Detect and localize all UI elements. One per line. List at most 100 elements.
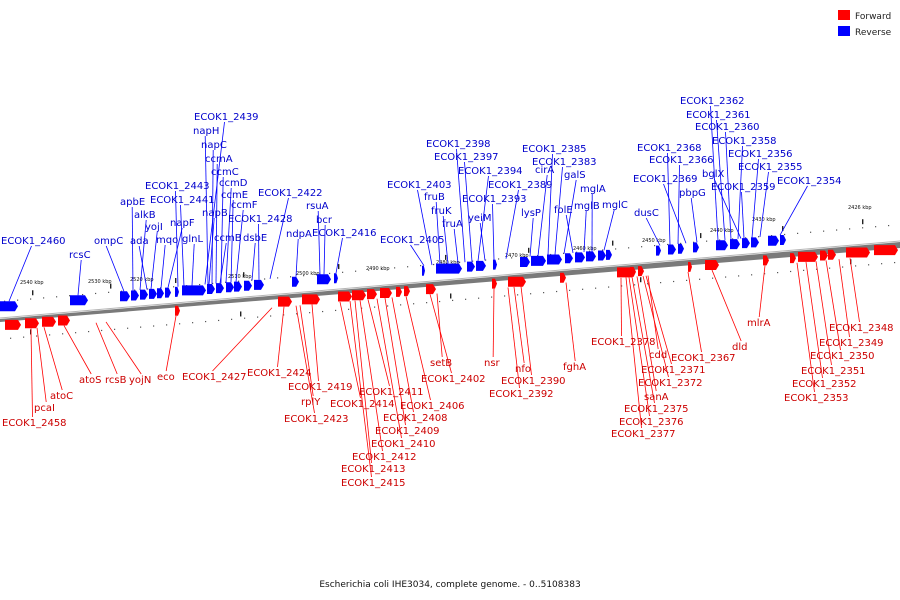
legend-reverse-swatch bbox=[838, 26, 850, 36]
forward-gene-label: nfo bbox=[515, 364, 531, 375]
scale-dot bbox=[504, 295, 506, 297]
scale-dot bbox=[615, 248, 617, 250]
forward-gene-arrow bbox=[820, 250, 828, 261]
reverse-leader-line bbox=[645, 217, 661, 246]
forward-gene-label: ECOK1_2377 bbox=[611, 429, 676, 440]
forward-leader-line bbox=[507, 287, 520, 389]
reverse-leader-line bbox=[317, 210, 321, 275]
forward-gene-arrow bbox=[763, 255, 769, 266]
scale-dot bbox=[829, 267, 831, 269]
reverse-gene-arrow bbox=[436, 263, 462, 274]
scale-dot bbox=[264, 278, 266, 280]
forward-gene-label: ECOK1_2424 bbox=[247, 368, 312, 379]
forward-gene-arrow bbox=[42, 316, 56, 327]
reverse-leader-line bbox=[204, 135, 209, 285]
reverse-gene-label: ECOK1_2359 bbox=[711, 182, 776, 193]
forward-gene-label: ECOK1_2419 bbox=[288, 382, 353, 393]
forward-gene-label: rcsB bbox=[105, 375, 127, 386]
scale-dot bbox=[121, 290, 123, 292]
forward-leader-line bbox=[625, 277, 642, 429]
reverse-leader-line bbox=[410, 244, 425, 266]
scale-dot bbox=[56, 296, 58, 298]
scale-dot bbox=[36, 335, 38, 337]
reverse-gene-arrow bbox=[317, 274, 331, 285]
forward-leader-line bbox=[384, 297, 406, 426]
scale-dot bbox=[842, 266, 844, 268]
forward-leader-line bbox=[405, 296, 431, 401]
scale-dot bbox=[374, 306, 376, 308]
tick-mark bbox=[338, 264, 340, 270]
scale-dot bbox=[764, 273, 766, 275]
scale-dot bbox=[400, 304, 402, 306]
tick-mark bbox=[450, 293, 452, 299]
scale-dot bbox=[849, 228, 851, 230]
scale-dot bbox=[738, 275, 740, 277]
reverse-leader-line bbox=[453, 228, 459, 263]
reverse-leader-line bbox=[208, 217, 215, 285]
scale-dot bbox=[680, 242, 682, 244]
scale-dot bbox=[797, 232, 799, 234]
reverse-gene-label: ECOK1_2356 bbox=[728, 149, 793, 160]
scale-dot bbox=[699, 278, 701, 280]
scale-dot bbox=[888, 224, 890, 227]
scale-dot bbox=[290, 276, 292, 278]
reverse-leader-line bbox=[8, 245, 32, 302]
scale-dot bbox=[452, 299, 454, 302]
reverse-gene-arrow bbox=[730, 239, 740, 250]
scale-dot bbox=[745, 237, 747, 239]
forward-leader-line bbox=[711, 269, 742, 342]
reverse-gene-label: ndpA bbox=[286, 229, 312, 240]
forward-gene-arrow bbox=[404, 286, 410, 297]
forward-gene-arrow bbox=[278, 296, 292, 307]
reverse-leader-line bbox=[554, 166, 563, 255]
scale-dot bbox=[719, 239, 721, 241]
scale-dot bbox=[231, 318, 233, 320]
forward-gene-label: ECOK1_2390 bbox=[501, 376, 566, 387]
reverse-gene-arrow bbox=[0, 301, 18, 312]
forward-gene-label: ECOK1_2413 bbox=[341, 464, 406, 475]
tick-mark bbox=[175, 278, 177, 284]
forward-leader-line bbox=[299, 305, 314, 397]
reverse-gene-label: pbpG bbox=[679, 188, 706, 199]
reverse-gene-label: ccmC bbox=[211, 167, 239, 178]
scale-dot bbox=[556, 290, 558, 293]
tick-mark bbox=[32, 290, 34, 296]
scale-dot bbox=[706, 240, 708, 242]
forward-gene-label: ECOK1_2409 bbox=[375, 426, 440, 437]
forward-gene-label: ECOK1_2372 bbox=[638, 378, 703, 389]
scale-dot bbox=[855, 265, 857, 267]
reverse-leader-line bbox=[716, 119, 726, 240]
reverse-gene-label: ECOK1_2416 bbox=[312, 228, 377, 239]
scale-dot bbox=[569, 289, 571, 292]
scale-dot bbox=[212, 282, 214, 285]
reverse-gene-label: ECOK1_2460 bbox=[1, 236, 66, 247]
forward-leader-line bbox=[212, 307, 273, 372]
scale-dot bbox=[348, 308, 350, 310]
reverse-leader-line bbox=[211, 149, 214, 284]
scale-dot bbox=[394, 267, 396, 269]
reverse-leader-line bbox=[335, 237, 343, 274]
reverse-gene-arrow bbox=[493, 259, 497, 270]
forward-leader-line bbox=[436, 293, 443, 358]
reverse-gene-label: mglC bbox=[602, 200, 628, 211]
forward-leader-line bbox=[628, 277, 650, 417]
tick-mark bbox=[528, 247, 530, 253]
forward-gene-arrow bbox=[688, 261, 692, 272]
forward-leader-line bbox=[391, 297, 414, 413]
reverse-leader-line bbox=[477, 175, 489, 262]
forward-gene-label: ECOK1_2411 bbox=[359, 387, 424, 398]
reverse-gene-label: ECOK1_2443 bbox=[145, 181, 210, 192]
reverse-gene-arrow bbox=[565, 253, 573, 264]
scale-dot bbox=[127, 327, 129, 329]
forward-gene-label: ECOK1_2353 bbox=[784, 393, 849, 404]
kbp-scale-label: 2520 kbp bbox=[130, 277, 154, 283]
forward-leader-line bbox=[339, 301, 361, 399]
scale-dot bbox=[192, 322, 194, 324]
forward-gene-label: rplY bbox=[301, 397, 321, 408]
scale-dot bbox=[166, 324, 168, 326]
forward-leader-line bbox=[354, 300, 372, 464]
reverse-gene-label: ECOK1_2439 bbox=[194, 112, 259, 123]
reverse-gene-label: ECOK1_2366 bbox=[649, 155, 714, 166]
forward-leader-line bbox=[758, 265, 766, 318]
scale-dot bbox=[595, 287, 597, 289]
